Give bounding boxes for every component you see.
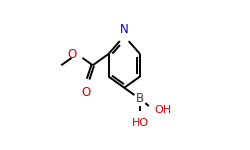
Text: O: O: [68, 48, 77, 60]
Text: HO: HO: [132, 118, 148, 128]
Text: N: N: [120, 23, 128, 36]
Text: OH: OH: [154, 105, 172, 115]
Text: O: O: [82, 85, 90, 99]
Text: B: B: [136, 93, 144, 105]
